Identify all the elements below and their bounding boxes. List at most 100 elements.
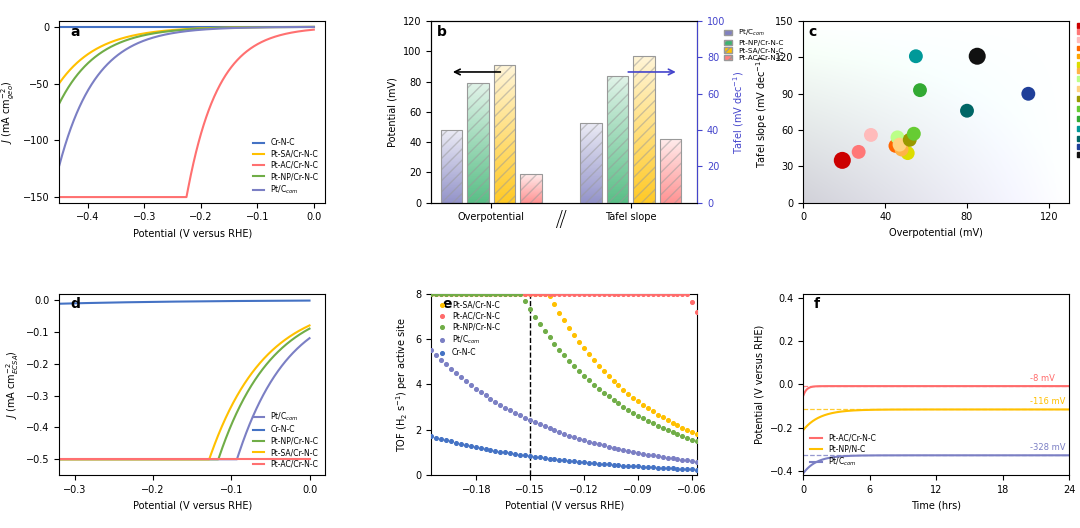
X-axis label: Time (hrs): Time (hrs) bbox=[912, 501, 961, 511]
Bar bbox=[441, 138, 462, 139]
Pt/C$_{com}$ bbox=[615, 446, 632, 454]
Bar bbox=[468, 99, 489, 100]
Pt-AC/Cr-N-C bbox=[453, 289, 470, 298]
Bar bbox=[580, 191, 602, 192]
Bar bbox=[494, 68, 515, 69]
Pt-SA/Cr-N-C bbox=[522, 289, 539, 298]
Bar bbox=[468, 86, 489, 87]
Pt-NP/Cr-N-C bbox=[551, 345, 568, 354]
Pt-AC/Cr-N-C bbox=[522, 289, 539, 298]
Pt-NP/Cr-N-C bbox=[590, 384, 607, 393]
Point bbox=[893, 145, 910, 154]
Bar bbox=[468, 112, 489, 113]
Bar bbox=[660, 180, 681, 181]
Text: b: b bbox=[436, 25, 447, 39]
Bar bbox=[494, 152, 515, 153]
Bar bbox=[633, 148, 654, 150]
Pt-AC/Cr-N-C bbox=[129, 456, 141, 463]
Bar bbox=[633, 119, 654, 120]
Pt/C$_{com}$ bbox=[551, 428, 568, 436]
Bar bbox=[660, 155, 681, 156]
Bar bbox=[468, 195, 489, 197]
Pt-AC/Cr-N-C bbox=[580, 289, 597, 298]
Bar bbox=[494, 65, 515, 67]
Bar bbox=[468, 111, 489, 112]
Pt-SA/Cr-N-C bbox=[580, 350, 597, 359]
Bar bbox=[494, 117, 515, 119]
Bar bbox=[441, 190, 462, 191]
Pt-SA/Cr-N-C bbox=[576, 344, 593, 352]
Bar bbox=[580, 128, 602, 129]
Bar bbox=[660, 187, 681, 188]
Bar bbox=[580, 195, 602, 196]
Pt/C$_{com}$ bbox=[507, 409, 524, 417]
Cr-N-C bbox=[541, 455, 558, 463]
Pt-AC/Cr-N-C bbox=[954, 383, 967, 389]
Bar bbox=[607, 91, 629, 92]
Bar bbox=[494, 74, 515, 76]
Bar bbox=[468, 202, 489, 203]
Bar bbox=[633, 172, 654, 173]
Pt-NP/Cr-N-C bbox=[664, 428, 681, 437]
Bar bbox=[607, 135, 629, 137]
Point bbox=[901, 136, 918, 144]
Bar bbox=[607, 101, 629, 102]
Cr-N-C bbox=[630, 463, 647, 471]
Bar bbox=[494, 98, 515, 99]
Y-axis label: Potential (mV): Potential (mV) bbox=[388, 77, 397, 147]
Bar bbox=[441, 197, 462, 199]
Pt/C$_{com}$ bbox=[917, 452, 930, 458]
Bar bbox=[494, 79, 515, 80]
Pt-AC/Cr-N-C bbox=[678, 289, 696, 298]
Pt-AC/Cr-N-C bbox=[684, 297, 701, 306]
Bar bbox=[441, 161, 462, 162]
Bar bbox=[468, 119, 489, 120]
Pt-AC/Cr-N-C bbox=[531, 289, 549, 298]
Bar bbox=[633, 76, 654, 78]
Bar bbox=[580, 172, 602, 173]
Bar bbox=[607, 125, 629, 127]
Pt/C$_{com}$ bbox=[146, 35, 159, 41]
Bar bbox=[468, 174, 489, 175]
Bar bbox=[441, 166, 462, 167]
Pt/C$_{com}$ bbox=[437, 360, 455, 369]
Pt-NP/Cr-N-C bbox=[482, 289, 499, 298]
Bar bbox=[607, 87, 629, 88]
Bar bbox=[607, 161, 629, 162]
Bar bbox=[580, 144, 602, 145]
Pt-NP/Cr-N-C bbox=[511, 289, 528, 298]
Pt/C$_{com}$ bbox=[137, 456, 150, 463]
Bar bbox=[441, 133, 462, 134]
Bar bbox=[633, 111, 654, 113]
Pt-AC/Cr-N-C bbox=[634, 289, 651, 298]
Bar bbox=[468, 102, 489, 103]
Bar bbox=[494, 71, 515, 72]
Bar bbox=[607, 177, 629, 178]
Pt-NP/Cr-N-C bbox=[649, 421, 666, 430]
Bar bbox=[660, 168, 681, 169]
Cr-N-C bbox=[467, 443, 484, 451]
Bar bbox=[441, 188, 462, 189]
Bar bbox=[607, 79, 629, 81]
Bar bbox=[521, 174, 542, 203]
Bar bbox=[494, 186, 515, 187]
Bar bbox=[660, 189, 681, 190]
Bar bbox=[494, 141, 515, 142]
Bar bbox=[633, 199, 654, 200]
Bar bbox=[607, 175, 629, 176]
Pt/C$_{com}$ bbox=[53, 162, 66, 168]
Bar bbox=[607, 139, 629, 140]
Bar bbox=[660, 158, 681, 159]
Bar bbox=[468, 96, 489, 98]
Pt/C$_{com}$ bbox=[974, 452, 987, 458]
Pt-SA/Cr-N-C bbox=[501, 289, 518, 298]
Pt/C$_{com}$ bbox=[649, 452, 666, 460]
Bar bbox=[468, 108, 489, 109]
Pt/C$_{com}$ bbox=[689, 457, 706, 466]
Bar bbox=[660, 193, 681, 194]
Bar bbox=[468, 183, 489, 184]
Bar bbox=[633, 68, 654, 69]
Pt-SA/Cr-N-C bbox=[447, 289, 464, 298]
Pt-SA/Cr-N-C bbox=[536, 289, 553, 298]
Bar bbox=[633, 66, 654, 68]
